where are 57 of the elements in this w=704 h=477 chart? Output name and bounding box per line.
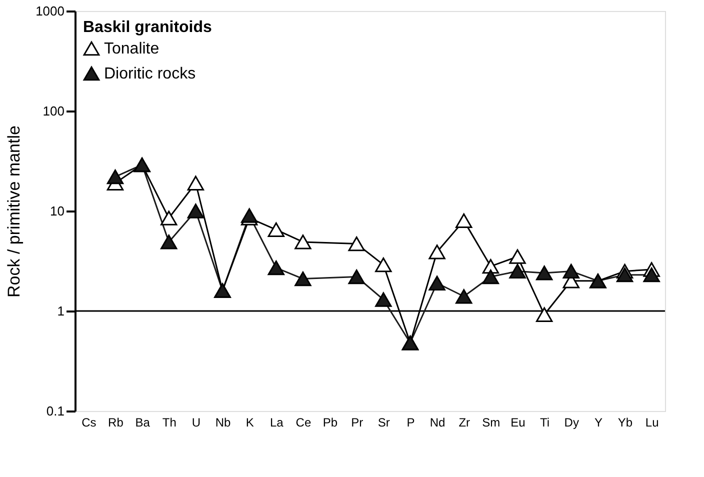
point [456,213,472,228]
x-tick-label: Nb [215,416,231,430]
x-tick-label: Rb [108,416,124,430]
point [375,292,392,307]
y-axis-title: Rock / primitive mantle [4,126,24,298]
x-tick-label: Ce [296,416,312,430]
point [375,257,392,272]
x-tick-label: Ti [540,416,550,430]
x-tick-label: U [192,416,201,430]
point [643,268,660,282]
point [428,244,446,260]
point [160,234,178,250]
x-tick-label: Nd [430,416,446,430]
y-tick-label: 1 [57,304,64,318]
x-tick-label: Sm [482,416,500,430]
point [294,271,312,286]
point [294,234,312,250]
point [482,258,500,274]
point [106,169,124,184]
x-tick-label: P [406,416,415,430]
x-tick-label: Pb [322,416,338,430]
x-tick-label: Sr [378,416,390,430]
point [268,222,284,238]
x-tick-label: La [270,416,284,430]
point [456,289,472,304]
x-tick-label: Dy [564,416,579,430]
x-tick-label: Y [594,416,602,430]
point [428,276,446,290]
x-tick-label: Yb [618,416,633,430]
x-tick-label: Zr [458,416,470,430]
point [562,264,580,279]
point [482,269,500,284]
x-tick-label: Cs [82,416,96,430]
point [536,266,553,280]
point [187,176,204,190]
y-tick-label: 100 [42,104,64,118]
point [536,307,553,322]
x-tick-label: K [246,416,254,430]
y-tick-label: 0.1 [46,404,64,418]
legend-label: Tonalite [104,40,160,58]
x-tick-label: Ba [135,416,150,430]
point [348,236,365,252]
point [268,260,284,276]
legend-title: Baskil granitoids [83,19,212,36]
point [509,249,526,264]
point [160,210,178,226]
point [616,268,634,282]
legend-label: Dioritic rocks [104,66,196,82]
x-tick-label: Eu [510,416,526,430]
y-tick-label: 10 [50,204,64,218]
x-tick-label: Lu [645,416,659,430]
point [348,269,365,284]
x-tick-label: Pr [351,416,364,430]
point [509,264,526,279]
x-tick-label: Th [162,416,176,430]
point [187,204,204,218]
y-tick-label: 1000 [36,4,64,18]
